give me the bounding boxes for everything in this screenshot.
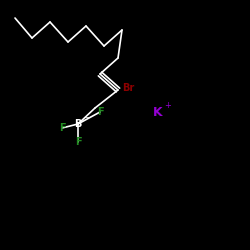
- Text: −: −: [83, 115, 89, 121]
- Text: +: +: [164, 100, 172, 110]
- Text: Br: Br: [122, 83, 134, 93]
- Text: B: B: [74, 119, 82, 129]
- Text: F: F: [75, 137, 81, 147]
- Text: F: F: [97, 107, 103, 117]
- Text: K: K: [153, 106, 163, 118]
- Text: F: F: [59, 123, 65, 133]
